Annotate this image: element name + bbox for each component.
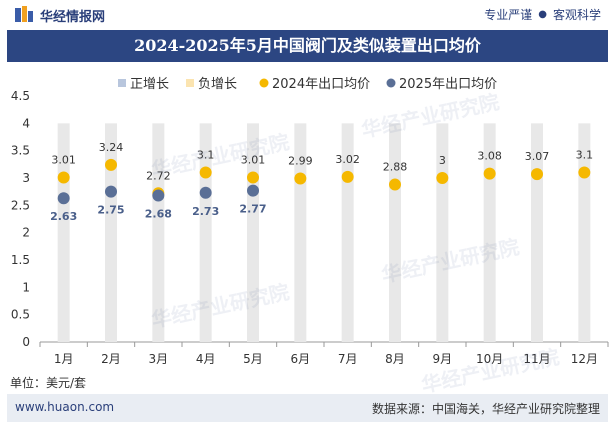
- data-label-2025: 2.73: [192, 205, 219, 218]
- x-tick-label: 3月: [149, 352, 169, 366]
- data-label-2024: 3.02: [335, 153, 360, 166]
- point-2024: [105, 158, 117, 171]
- data-label-2024: 3.01: [241, 153, 266, 166]
- tagline: 专业严谨 ● 客观科学: [484, 6, 601, 23]
- point-2024: [483, 167, 496, 180]
- unit-label: 单位：美元/套: [10, 376, 87, 390]
- x-tick-label: 9月: [433, 352, 453, 366]
- bar: [105, 123, 117, 342]
- data-label-2024: 2.72: [146, 169, 171, 182]
- legend-swatch-2: [186, 79, 194, 87]
- data-label-2025: 2.63: [50, 210, 77, 223]
- data-label-2024: 3.1: [197, 149, 215, 162]
- data-label-2024: 2.88: [383, 161, 408, 174]
- bar: [152, 123, 165, 342]
- x-tick-label: 8月: [385, 352, 405, 366]
- point-2024: [389, 178, 401, 191]
- point-2024: [294, 172, 307, 185]
- legend-label-2: 负增长: [198, 77, 237, 92]
- point-2025: [152, 189, 165, 202]
- y-tick-label: 1: [22, 280, 30, 294]
- x-tick-label: 4月: [196, 352, 216, 366]
- point-2025: [199, 186, 212, 199]
- bar: [389, 123, 401, 342]
- x-tick-label: 10月: [476, 352, 503, 366]
- x-tick-label: 5月: [243, 352, 263, 366]
- x-tick-label: 6月: [291, 352, 311, 366]
- data-label-2024: 3.08: [477, 150, 502, 163]
- y-tick-label: 4.5: [11, 89, 30, 103]
- point-2024: [578, 166, 591, 179]
- data-label-2024: 3: [439, 154, 446, 167]
- point-2024: [341, 170, 354, 183]
- title-bar: 2024-2025年5月中国阀门及类似装置出口均价: [7, 30, 608, 62]
- data-labels: 3.01 3.24 2.72 3.1 3.01 2.99 3.02 2.88 3 3.08 3.07…: [50, 141, 593, 223]
- y-tick-label: 0: [22, 335, 30, 349]
- y-tick-label: 2: [22, 226, 30, 240]
- point-2024: [57, 171, 70, 184]
- footer: www.huaon.com 数据来源：中国海关，华经产业研究院整理: [7, 394, 608, 422]
- y-tick-label: 3.5: [11, 144, 30, 158]
- y-tick-label: 0.5: [11, 308, 30, 322]
- chart-title: 2024-2025年5月中国阀门及类似装置出口均价: [134, 36, 481, 55]
- x-tick-label: 11月: [523, 352, 550, 366]
- bar: [578, 123, 591, 342]
- legend-label-1: 正增长: [130, 77, 169, 92]
- marks: [57, 158, 591, 205]
- point-2025: [57, 192, 70, 205]
- data-label-2024: 3.1: [576, 149, 594, 162]
- legend-swatch-1: [118, 79, 126, 87]
- y-tick-label: 2.5: [11, 198, 30, 212]
- y-tick-label: 4: [22, 116, 30, 130]
- data-label-2024: 3.01: [51, 153, 76, 166]
- point-2024: [247, 171, 259, 184]
- legend-marker-4: [386, 78, 396, 88]
- x-tick-label: 2月: [101, 352, 121, 366]
- data-label-2024: 3.24: [99, 141, 124, 154]
- legend-label-4: 2025年出口均价: [399, 77, 497, 92]
- data-label-2024: 3.07: [525, 150, 550, 163]
- point-2024: [199, 166, 212, 179]
- point-2025: [247, 184, 259, 197]
- tagline-left: 专业严谨: [484, 8, 533, 22]
- point-2024: [436, 172, 449, 184]
- x-tick-label: 12月: [571, 352, 598, 366]
- bullet-icon: ●: [538, 9, 547, 20]
- brand[interactable]: 华经情报网: [14, 5, 105, 25]
- data-label-2024: 2.99: [288, 155, 313, 168]
- footer-url-link[interactable]: www.huaon.com: [15, 400, 115, 414]
- brand-logo-icon: [15, 6, 33, 22]
- footer-source: 数据来源：中国海关，华经产业研究院整理: [371, 402, 600, 416]
- axes: 0 0.5 1 1.5 2 2.5 3 3.5 4 4.5 1月 2月 3月 4月 5月 6月 7月 8月 9月 10…: [11, 89, 609, 366]
- legend-marker-3: [259, 78, 269, 88]
- x-tick-label: 1月: [54, 352, 74, 366]
- legend-label-3: 2024年出口均价: [272, 77, 370, 92]
- brand-name: 华经情报网: [40, 9, 106, 25]
- top-bar: 华经情报网 专业严谨 ● 客观科学: [0, 0, 615, 30]
- legend: 正增长 负增长 2024年出口均价 2025年出口均价: [118, 77, 497, 92]
- point-2025: [105, 185, 117, 198]
- bar: [199, 123, 212, 342]
- data-label-2025: 2.75: [97, 204, 124, 217]
- point-2024: [531, 168, 543, 181]
- data-label-2025: 2.77: [239, 203, 266, 216]
- x-tick-label: 7月: [338, 352, 358, 366]
- tagline-right: 客观科学: [552, 8, 601, 22]
- chart: 正增长 负增长 2024年出口均价 2025年出口均价 00.511.522.533.…: [11, 77, 609, 366]
- y-tick-label: 1.5: [11, 253, 30, 267]
- data-label-2025: 2.68: [145, 207, 172, 220]
- y-tick-label: 3: [22, 171, 30, 185]
